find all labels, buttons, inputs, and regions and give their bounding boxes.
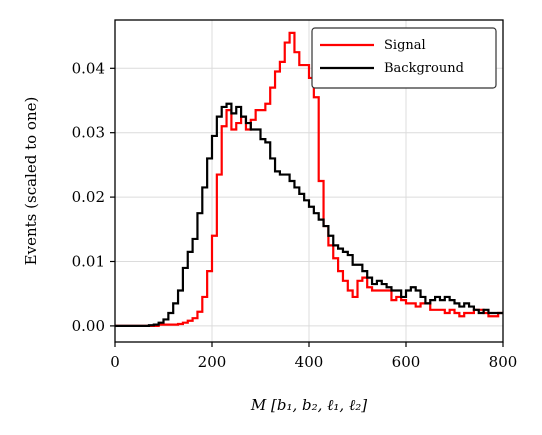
x-tick-label: 800 [489, 353, 518, 371]
x-tick-label: 200 [198, 353, 227, 371]
y-tick-label: 0.02 [72, 188, 105, 206]
y-tick-label: 0.00 [72, 317, 105, 335]
x-tick-label: 600 [392, 353, 421, 371]
x-tick-label: 400 [295, 353, 324, 371]
legend-signal-label: Signal [384, 38, 426, 53]
legend-box [311, 27, 497, 89]
y-tick-label: 0.03 [72, 124, 105, 142]
legend: Signal Background [311, 27, 497, 89]
axis-ticks: 0 200 400 600 800 0.00 0.01 0.02 0.03 0.04 [72, 59, 518, 371]
legend-background-label: Background [384, 61, 464, 76]
y-tick-label: 0.01 [72, 253, 105, 271]
y-axis-label: Events (scaled to one) [22, 97, 40, 266]
y-tick-label: 0.04 [72, 59, 105, 77]
x-axis-label: M [b₁, b₂, ℓ₁, ℓ₂] [250, 396, 367, 414]
series-background-line [115, 102, 503, 327]
x-tick-label: 0 [110, 353, 120, 371]
